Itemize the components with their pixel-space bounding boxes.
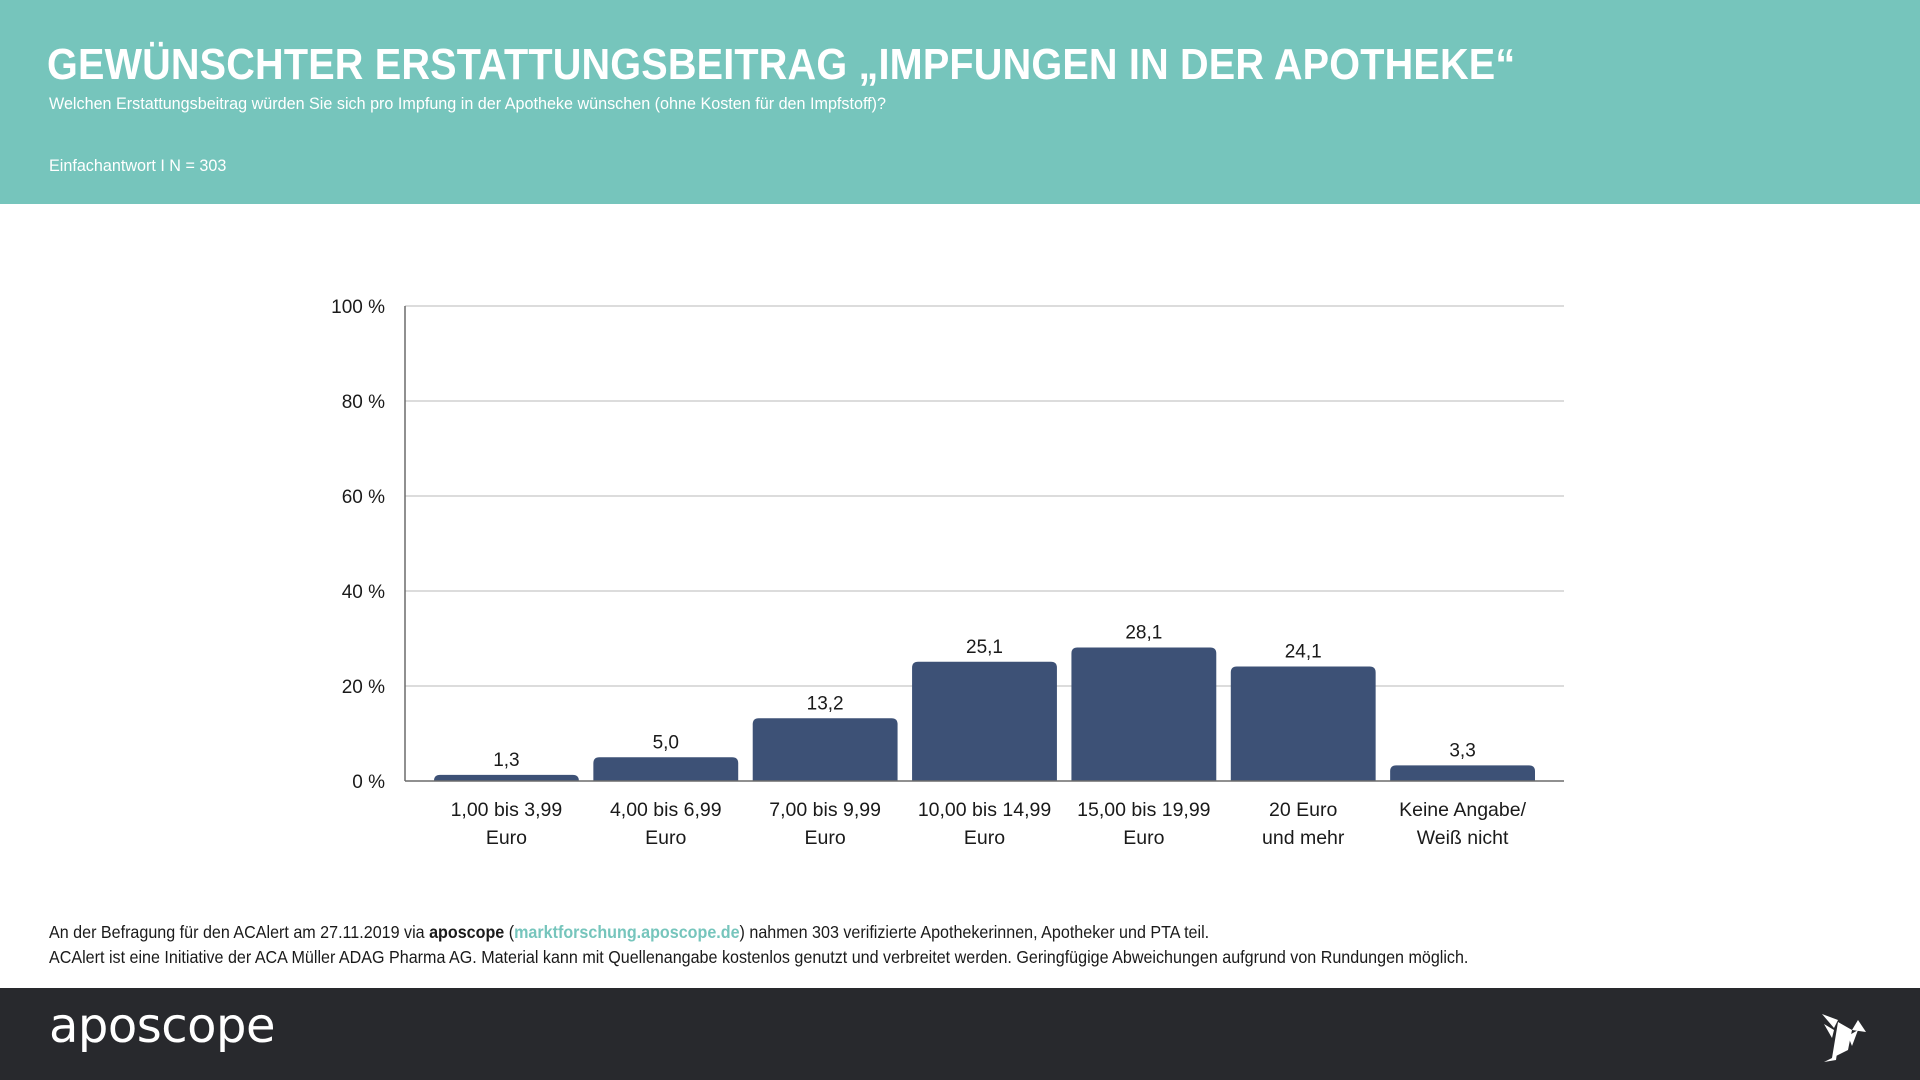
x-tick-label: 4,00 bis 6,99 (610, 799, 722, 821)
y-tick-label: 60 % (342, 487, 385, 508)
value-label: 24,1 (1285, 642, 1322, 663)
x-tick-label: und mehr (1262, 827, 1345, 849)
x-tick-label: Euro (486, 827, 527, 849)
y-tick-label: 0 % (352, 772, 385, 793)
y-axis-ticks: 0 % 20 % 40 % 60 % 80 % 100 % (331, 297, 385, 793)
y-tick-label: 80 % (342, 392, 385, 413)
notes-text: ( (504, 922, 515, 942)
page-title: GEWÜNSCHTER ERSTATTUNGSBEITRAG „IMPFUNGE… (47, 40, 1516, 89)
value-label: 1,3 (493, 750, 519, 771)
value-label: 28,1 (1125, 623, 1162, 644)
bar (1230, 666, 1376, 781)
header-banner: GEWÜNSCHTER ERSTATTUNGSBEITRAG „IMPFUNGE… (0, 0, 1920, 204)
website-link[interactable]: marktforschung.aposcope.de (514, 922, 740, 942)
y-tick-label: 20 % (342, 677, 385, 698)
survey-notes: An der Befragung für den ACAlert am 27.1… (49, 920, 1468, 970)
x-tick-label: Euro (645, 827, 686, 849)
grid-lines (405, 305, 1564, 687)
x-tick-label: 20 Euro (1269, 799, 1337, 821)
y-tick-label: 100 % (331, 297, 385, 318)
value-labels: 1,3 5,0 13,2 25,1 28,1 24,1 3,3 (493, 623, 1476, 771)
value-label: 13,2 (807, 693, 844, 714)
bar (752, 718, 898, 781)
bar (1071, 647, 1217, 781)
x-tick-label: Weiß nicht (1417, 827, 1509, 849)
bar (593, 757, 739, 781)
survey-question: Welchen Erstattungsbeitrag würden Sie si… (49, 94, 887, 113)
bar (1390, 765, 1535, 781)
x-tick-label: Keine Angabe/ (1399, 799, 1526, 821)
bars (434, 647, 1535, 781)
y-tick-label: 40 % (342, 582, 385, 603)
x-axis-labels: 1,00 bis 3,99 Euro 4,00 bis 6,99 Euro 7,00 b… (451, 799, 1527, 849)
bar (912, 661, 1057, 781)
notes-line-2: ACAlert ist eine Initiative der ACA Müll… (49, 947, 1469, 967)
brand-mention: aposcope (429, 922, 505, 942)
bar (434, 774, 579, 781)
footer-bar: aposcope (0, 988, 1920, 1080)
x-tick-label: Euro (1123, 827, 1164, 849)
origami-bird-icon (1822, 1014, 1866, 1062)
notes-text: An der Befragung für den ACAlert am 27.1… (49, 922, 430, 942)
x-tick-label: 1,00 bis 3,99 (451, 799, 563, 821)
sample-info: Einfachantwort I N = 303 (49, 156, 227, 175)
x-tick-label: Euro (964, 827, 1005, 849)
x-tick-label: 10,00 bis 14,99 (918, 799, 1051, 821)
value-label: 3,3 (1449, 740, 1475, 761)
aposcope-logo: aposcope (49, 998, 276, 1054)
notes-line-1: An der Befragung für den ACAlert am 27.1… (49, 920, 1468, 945)
value-label: 25,1 (966, 637, 1003, 658)
x-tick-label: Euro (805, 827, 846, 849)
notes-text: ) nahmen 303 verifizierte Apothekerinnen… (739, 922, 1210, 942)
x-tick-label: 7,00 bis 9,99 (769, 799, 881, 821)
x-tick-label: 15,00 bis 19,99 (1077, 799, 1210, 821)
value-label: 5,0 (653, 732, 679, 753)
